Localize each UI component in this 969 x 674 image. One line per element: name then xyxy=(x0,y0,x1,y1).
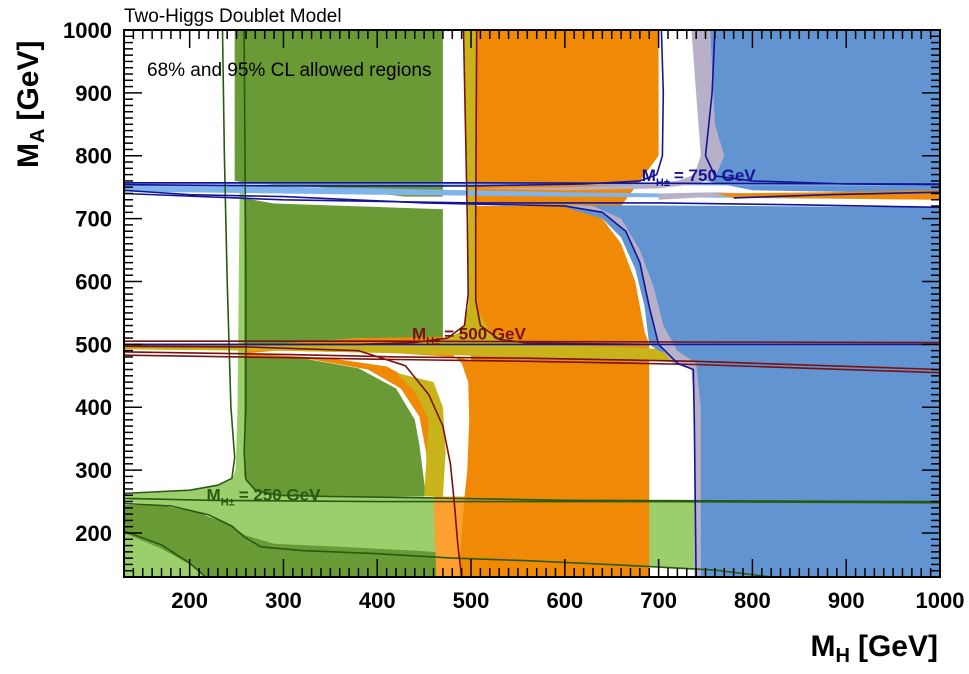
contour-mh750-4 xyxy=(124,189,697,577)
contour-mh500-1 xyxy=(474,30,640,346)
regions-layer xyxy=(124,30,940,577)
y-tick-label-200: 200 xyxy=(75,521,112,546)
region-labels: MH± = 250 GeV MH± = 500 GeV MH± = 750 GeV xyxy=(207,166,757,508)
chart-title: Two-Higgs Doublet Model xyxy=(124,6,342,27)
y-axis-title-sub: A xyxy=(27,129,49,143)
y-tick-label-800: 800 xyxy=(75,144,112,169)
label-mh250: MH± = 250 GeV xyxy=(207,485,322,508)
x-tick-label-500: 500 xyxy=(453,588,490,613)
region-mh500-0 xyxy=(124,344,650,577)
contour-mh500-5 xyxy=(124,345,463,577)
plot-frame xyxy=(123,29,941,578)
region-mh750-0 xyxy=(508,30,940,577)
x-tick-labels: 200 300 400 500 600 700 800 900 1000 xyxy=(171,588,964,613)
x-axis-title-base: M xyxy=(811,630,836,663)
region-mh750-3 xyxy=(471,30,725,191)
region-mh250-1 xyxy=(234,30,443,197)
contour-mh250-4 xyxy=(124,530,207,577)
region-mh500-3 xyxy=(471,206,650,370)
contour-mh250-1 xyxy=(243,30,940,503)
contour-mh500-3 xyxy=(124,354,940,374)
y-tick-label-300: 300 xyxy=(75,458,112,483)
cl-annotation: 68% and 95% CL allowed regions xyxy=(147,60,431,81)
contour-mh250-3 xyxy=(124,502,772,577)
y-axis-title-base: M xyxy=(12,143,45,168)
x-tick-label-200: 200 xyxy=(171,588,208,613)
x-tick-label-600: 600 xyxy=(546,588,583,613)
contour-mh750-5 xyxy=(733,191,940,199)
x-tick-label-300: 300 xyxy=(265,588,302,613)
y-tick-labels: 200 300 400 500 600 700 800 900 1000 xyxy=(63,18,112,546)
region-mh500-2 xyxy=(471,30,659,206)
axis-ticks xyxy=(123,29,941,578)
x-tick-label-900: 900 xyxy=(828,588,865,613)
contour-mh250-2 xyxy=(124,497,940,504)
label-mh750: MH± = 750 GeV xyxy=(642,166,757,189)
y-axis-title-unit: [GeV] xyxy=(12,41,45,121)
region-mh250-2 xyxy=(234,196,443,497)
y-tick-label-400: 400 xyxy=(75,395,112,420)
contour-mh500-4 xyxy=(124,351,940,371)
x-axis-title-unit: [GeV] xyxy=(858,630,938,663)
x-tick-label-400: 400 xyxy=(359,588,396,613)
x-tick-label-1000: 1000 xyxy=(916,588,965,613)
y-axis-title: MA [GeV] xyxy=(12,41,49,168)
label-mh500: MH± = 500 GeV xyxy=(412,324,527,347)
contour-mh750-3 xyxy=(124,192,940,209)
y-tick-label-500: 500 xyxy=(75,332,112,357)
region-mh500-8 xyxy=(124,344,697,364)
contour-mh750-2 xyxy=(124,182,940,185)
y-tick-label-900: 900 xyxy=(75,81,112,106)
contour-mh500-2 xyxy=(124,340,940,344)
x-axis-title-sub: H xyxy=(836,645,850,667)
x-tick-label-700: 700 xyxy=(640,588,677,613)
contour-lines-layer xyxy=(124,30,940,577)
region-mh250-3 xyxy=(124,504,453,577)
y-tick-label-700: 700 xyxy=(75,207,112,232)
x-axis-title: MH [GeV] xyxy=(811,630,938,667)
y-tick-label-600: 600 xyxy=(75,269,112,294)
x-tick-label-800: 800 xyxy=(734,588,771,613)
contour-mh750-0 xyxy=(124,30,665,187)
y-tick-label-1000: 1000 xyxy=(63,18,112,43)
